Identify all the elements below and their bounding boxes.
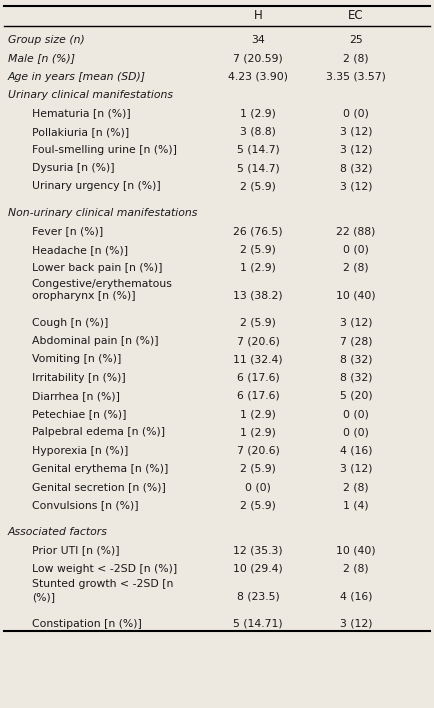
Text: Stunted growth < -2SD [n
(%)]: Stunted growth < -2SD [n (%)] [32,579,173,602]
Text: Irritability [n (%)]: Irritability [n (%)] [32,372,125,382]
Text: Prior UTI [n (%)]: Prior UTI [n (%)] [32,545,119,556]
Text: 13 (38.2): 13 (38.2) [233,290,283,300]
Text: 5 (20): 5 (20) [339,391,372,401]
Text: 1 (2.9): 1 (2.9) [240,263,276,273]
Text: 22 (88): 22 (88) [336,227,375,236]
Text: 6 (17.6): 6 (17.6) [237,372,279,382]
Text: Headache [n (%)]: Headache [n (%)] [32,245,128,255]
Text: 3 (12): 3 (12) [340,619,372,629]
Text: 4 (16): 4 (16) [340,591,372,601]
Text: Hematuria [n (%)]: Hematuria [n (%)] [32,108,131,118]
Text: 25: 25 [349,35,363,45]
Text: 10 (29.4): 10 (29.4) [233,564,283,573]
Text: Dysuria [n (%)]: Dysuria [n (%)] [32,163,114,173]
Text: 3 (12): 3 (12) [340,464,372,474]
Text: Genital secretion [n (%)]: Genital secretion [n (%)] [32,482,165,492]
Text: Non-urinary clinical manifestations: Non-urinary clinical manifestations [8,208,197,218]
Text: 5 (14.71): 5 (14.71) [233,619,283,629]
Text: 12 (35.3): 12 (35.3) [233,545,283,556]
Text: 0 (0): 0 (0) [245,482,271,492]
Text: Vomiting [n (%)]: Vomiting [n (%)] [32,354,121,365]
Text: 1 (2.9): 1 (2.9) [240,409,276,419]
Text: 3 (8.8): 3 (8.8) [240,127,276,137]
Text: 8 (23.5): 8 (23.5) [237,591,279,601]
Text: 3 (12): 3 (12) [340,145,372,155]
Text: 7 (20.6): 7 (20.6) [237,445,279,456]
Text: Congestive/erythematous
oropharynx [n (%)]: Congestive/erythematous oropharynx [n (%… [32,278,173,301]
Text: Cough [n (%)]: Cough [n (%)] [32,318,108,328]
Text: 0 (0): 0 (0) [343,108,369,118]
Text: 11 (32.4): 11 (32.4) [233,354,283,365]
Text: 1 (4): 1 (4) [343,501,369,510]
Text: Diarrhea [n (%)]: Diarrhea [n (%)] [32,391,120,401]
Text: Lower back pain [n (%)]: Lower back pain [n (%)] [32,263,162,273]
Text: Palpebral edema [n (%)]: Palpebral edema [n (%)] [32,428,165,438]
Text: Fever [n (%)]: Fever [n (%)] [32,227,103,236]
Text: H: H [254,9,263,22]
Text: 3 (12): 3 (12) [340,127,372,137]
Text: 3 (12): 3 (12) [340,181,372,191]
Text: 5 (14.7): 5 (14.7) [237,145,279,155]
Text: 4.23 (3.90): 4.23 (3.90) [228,72,288,82]
Text: Abdominal pain [n (%)]: Abdominal pain [n (%)] [32,336,158,346]
Text: 5 (14.7): 5 (14.7) [237,163,279,173]
Text: Age in years [mean (SD)]: Age in years [mean (SD)] [8,72,146,82]
Text: 0 (0): 0 (0) [343,245,369,255]
Text: 1 (2.9): 1 (2.9) [240,108,276,118]
Text: 10 (40): 10 (40) [336,545,376,556]
Text: 0 (0): 0 (0) [343,428,369,438]
Text: Genital erythema [n (%)]: Genital erythema [n (%)] [32,464,168,474]
Text: 8 (32): 8 (32) [340,372,372,382]
Text: 10 (40): 10 (40) [336,290,376,300]
Text: 7 (20.6): 7 (20.6) [237,336,279,346]
Text: 2 (5.9): 2 (5.9) [240,181,276,191]
Text: Foul-smelling urine [n (%)]: Foul-smelling urine [n (%)] [32,145,177,155]
Text: Constipation [n (%)]: Constipation [n (%)] [32,619,141,629]
Text: EC: EC [348,9,364,22]
Text: Low weight < -2SD [n (%)]: Low weight < -2SD [n (%)] [32,564,177,573]
Text: 2 (5.9): 2 (5.9) [240,501,276,510]
Text: 2 (8): 2 (8) [343,54,369,64]
Text: 3 (12): 3 (12) [340,318,372,328]
Text: 1 (2.9): 1 (2.9) [240,428,276,438]
Text: Urinary urgency [n (%)]: Urinary urgency [n (%)] [32,181,161,191]
Text: Hyporexia [n (%)]: Hyporexia [n (%)] [32,445,128,456]
Text: 2 (8): 2 (8) [343,263,369,273]
Text: 7 (28): 7 (28) [340,336,372,346]
Text: 34: 34 [251,35,265,45]
Text: Convulsions [n (%)]: Convulsions [n (%)] [32,501,138,510]
Text: 8 (32): 8 (32) [340,354,372,365]
Text: Petechiae [n (%)]: Petechiae [n (%)] [32,409,126,419]
Text: Male [n (%)]: Male [n (%)] [8,54,75,64]
Text: 2 (5.9): 2 (5.9) [240,318,276,328]
Text: 6 (17.6): 6 (17.6) [237,391,279,401]
Text: 3.35 (3.57): 3.35 (3.57) [326,72,386,82]
Text: 2 (5.9): 2 (5.9) [240,245,276,255]
Text: Pollakiuria [n (%)]: Pollakiuria [n (%)] [32,127,129,137]
Text: 26 (76.5): 26 (76.5) [233,227,283,236]
Text: 2 (8): 2 (8) [343,564,369,573]
Text: Associated factors: Associated factors [8,527,108,537]
Text: 2 (8): 2 (8) [343,482,369,492]
Text: 0 (0): 0 (0) [343,409,369,419]
Text: Urinary clinical manifestations: Urinary clinical manifestations [8,90,173,100]
Text: 2 (5.9): 2 (5.9) [240,464,276,474]
Text: 4 (16): 4 (16) [340,445,372,456]
Text: 7 (20.59): 7 (20.59) [233,54,283,64]
Text: 8 (32): 8 (32) [340,163,372,173]
Text: Group size (n): Group size (n) [8,35,85,45]
